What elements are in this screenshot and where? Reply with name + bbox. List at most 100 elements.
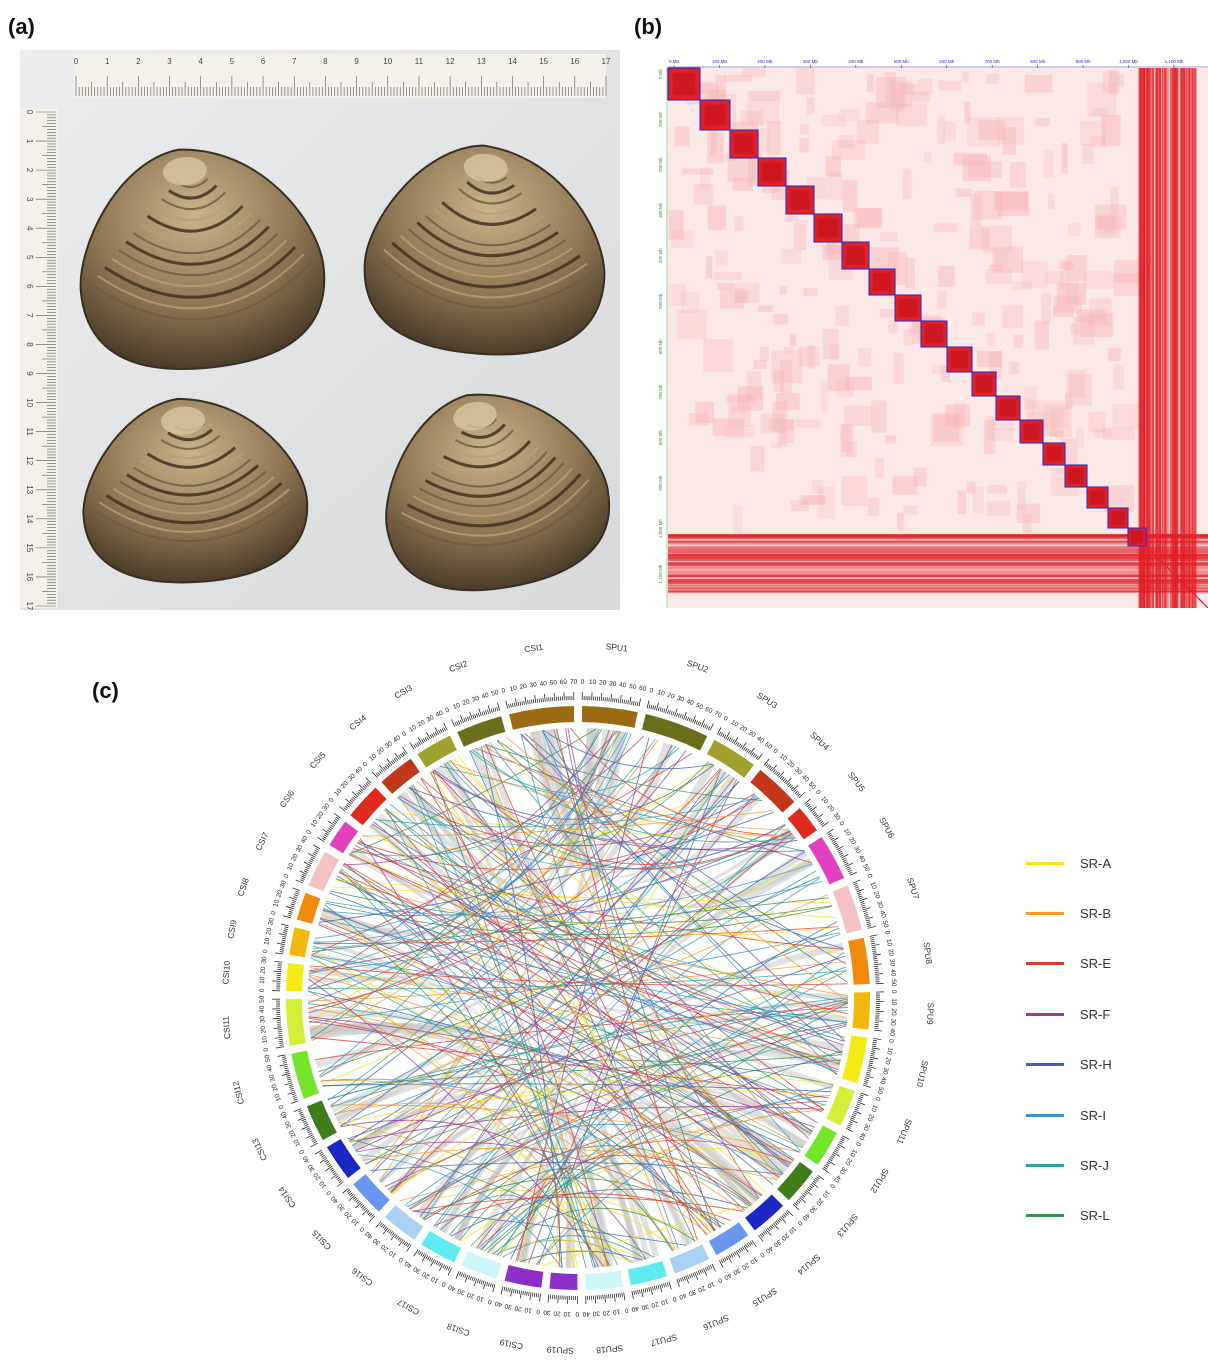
ruler-number: 11 [25,427,34,436]
hic-left-tick-label: 1,100 Mb [658,564,663,583]
circos-tick-label: 20 [519,683,528,691]
hic-top-tick-label: 1,100 Mb [1165,59,1184,64]
panel-label-a: (a) [8,14,35,39]
chromosome-block [841,241,870,270]
circos-tick-label: 40 [435,709,445,719]
circos-tick-label: 10 [706,1280,716,1290]
circos-tick-label: 0 [581,679,585,686]
circos-tick-label: 20 [421,1270,431,1280]
circos-tick-label: 20 [340,780,350,790]
chromosome-block [868,268,896,296]
circos-tick-label: 0 [814,789,822,797]
circos-tick-label: 20 [265,927,273,936]
ruler-number: 2 [25,168,34,173]
gene-link [358,839,818,1124]
gene-link [311,954,759,1200]
gene-link [362,1147,778,1181]
circos-tick-label: 30 [321,802,331,812]
circos-tick-label: 0 [854,1141,862,1148]
gene-link [348,851,806,1142]
ruler-number: 6 [261,57,266,66]
gene-link [319,729,610,1078]
circos-tick-label: 60 [638,685,647,693]
gene-link [461,1202,676,1251]
circos-tick-label: 30 [279,879,288,889]
chromosome-label: CSI17 [395,1297,421,1317]
gene-link [390,832,792,1194]
circos-tick-label: 0 [828,1182,836,1189]
ruler-number: 5 [230,57,235,66]
synteny-ribbon [311,952,642,1262]
circos-tick-label: 0 [328,796,336,804]
circos-tick-label: 40 [403,1259,413,1269]
hic-left-tick-label: 800 Mb [658,430,663,446]
circos-tick-label: 0 [536,1308,541,1315]
circos-tick-label: 10 [350,1217,360,1227]
circos-tick-label: 40 [354,765,364,775]
circos-tick-label: 10 [821,1189,831,1199]
circos-tick-label: 20 [740,1261,750,1271]
circos-tick-label: 10 [657,689,666,698]
chromosome-label: SPU4 [808,730,831,753]
gene-link [309,965,848,986]
gene-link [347,998,849,1140]
circos-tick-label: 10 [730,719,740,729]
circos-tick-label: 40 [857,1131,867,1141]
circos-tick-label: 10 [787,1225,797,1235]
circos-tick-label: 30 [347,772,357,782]
circos-tick-label: 20 [553,1309,561,1316]
circos-tick-label: 10 [819,795,829,805]
chromosome-label: SPU6 [877,815,897,840]
circos-tick-label: 50 [881,920,890,929]
circos-tick-label: 10 [778,753,788,763]
circos-tick-label: 20 [260,966,268,974]
legend-swatch [1026,962,1064,966]
circos-tick-label: 40 [539,680,547,688]
gene-link [308,1007,763,1196]
synteny-ribbon [352,1041,841,1152]
circos-tick-label: 0 [441,1280,448,1288]
gene-link [349,853,839,936]
circos-tick-label: 40 [494,1299,503,1308]
gene-link [358,1154,562,1268]
gene-link [519,1250,643,1263]
gene-link [439,1194,563,1268]
circos-tick-label: 30 [852,845,862,855]
circos-tick-label: 40 [685,698,695,707]
circos-tick-label: 10 [292,1138,302,1148]
gene-link [334,894,828,1116]
circos-tick-label: 20 [666,692,675,701]
circos-tick-label: 10 [263,937,271,946]
gene-link [521,733,838,1076]
circos-tick-label: 30 [261,956,269,964]
circos-tick-label: 50 [695,702,705,711]
chromosome-label: SPU2 [686,658,711,675]
ruler-number: 17 [25,602,34,610]
circos-tick-label: 40 [889,969,897,977]
circos-tick-label: 30 [881,1066,890,1075]
hic-left-tick-label: 900 Mb [658,475,663,491]
ruler-number: 8 [323,57,328,66]
chromosome-label: CSI6 [277,788,296,809]
circos-tick-label: 40 [832,1174,842,1184]
circos-tick-label: 10 [524,1306,533,1314]
hic-left-tick-label: 600 Mb [658,339,663,355]
circos-tick-label: 0 [298,1148,306,1155]
circos-tick-label: 30 [687,1288,697,1297]
circos-tick-label: 30 [372,1236,382,1246]
circos-tick-label: 20 [379,1243,389,1253]
gene-link [313,926,839,945]
circos-tick-label: 30 [640,1302,649,1310]
circos-tick-label: 10 [589,679,597,686]
circos-tick-label: 0 [865,873,873,879]
gene-link [318,811,774,923]
gene-link [523,1250,633,1263]
chromosome-label: CSI16 [350,1266,375,1289]
chromosome-block [1086,486,1109,509]
